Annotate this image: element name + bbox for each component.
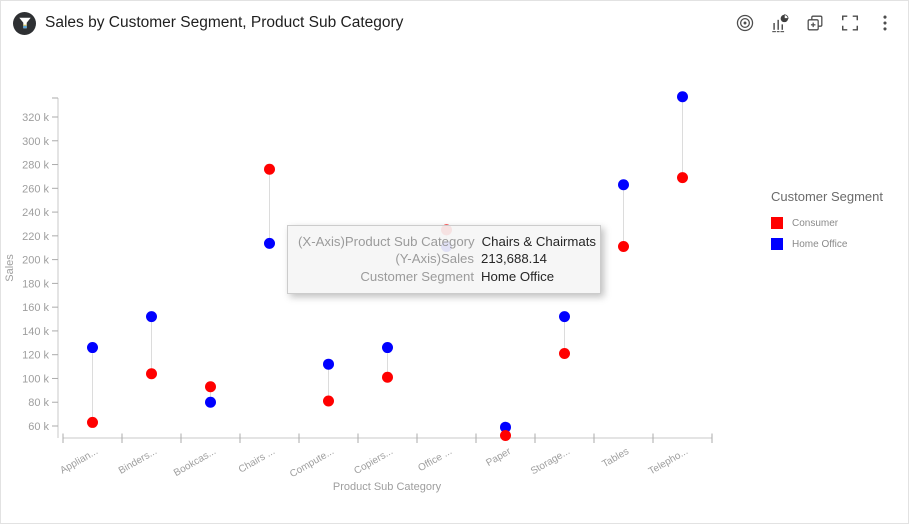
y-axis-title: Sales xyxy=(4,254,16,282)
tooltip-row: (X-Axis)Product Sub Category Chairs & Cha… xyxy=(298,233,596,250)
tooltip-label: (Y-Axis)Sales xyxy=(395,251,474,267)
data-point[interactable] xyxy=(500,430,511,442)
y-tick-label: 60 k xyxy=(28,421,49,433)
y-tick-label: 100 k xyxy=(22,373,49,385)
x-tick-label: Paper xyxy=(484,446,513,469)
toolbar xyxy=(734,12,896,34)
x-tick-label: Applian... xyxy=(58,446,100,476)
x-tick-label: Bookcas... xyxy=(172,446,218,479)
data-point[interactable] xyxy=(677,91,688,103)
y-tick-label: 280 k xyxy=(22,160,49,172)
tooltip-value: Chairs & Chairmats xyxy=(481,234,596,249)
funnel-logo-icon xyxy=(13,11,36,35)
x-tick-label: Copiers... xyxy=(352,446,395,477)
legend-items: Consumer Home Office xyxy=(771,217,883,250)
legend-item[interactable]: Home Office xyxy=(771,238,883,250)
x-tick-label: Telepho... xyxy=(647,446,690,477)
legend-swatch xyxy=(771,217,783,229)
data-point[interactable] xyxy=(264,237,275,249)
y-tick-label: 300 k xyxy=(22,136,49,148)
target-icon[interactable] xyxy=(734,12,756,34)
data-point[interactable] xyxy=(87,342,98,354)
data-point[interactable] xyxy=(382,342,393,354)
data-point[interactable] xyxy=(618,179,629,191)
y-tick-label: 80 k xyxy=(28,397,49,409)
data-point[interactable] xyxy=(205,381,216,393)
tooltip-row: (Y-Axis)Sales 213,688.14 xyxy=(298,250,590,267)
tooltip-value: Home Office xyxy=(481,268,555,284)
kebab-menu-icon[interactable] xyxy=(874,12,896,34)
data-point[interactable] xyxy=(500,421,511,433)
y-tick-label: 160 k xyxy=(22,302,49,314)
data-point[interactable] xyxy=(205,396,216,408)
legend-title: Customer Segment xyxy=(771,189,883,204)
legend-swatch xyxy=(771,238,783,250)
data-point[interactable] xyxy=(323,358,334,370)
y-tick-label: 260 k xyxy=(22,183,49,195)
x-axis-title: Product Sub Category xyxy=(333,481,442,493)
legend-label: Consumer xyxy=(792,217,839,229)
tooltip-label: Customer Segment xyxy=(360,268,474,284)
data-point[interactable] xyxy=(264,163,275,175)
y-tick-label: 120 k xyxy=(22,350,49,362)
legend-label: Home Office xyxy=(792,238,848,250)
x-tick-label: Binders... xyxy=(117,446,159,477)
data-point[interactable] xyxy=(382,371,393,383)
y-tick-label: 220 k xyxy=(22,231,49,243)
duplicate-icon[interactable] xyxy=(804,12,826,34)
y-tick-label: 180 k xyxy=(22,278,49,290)
widget-header: Sales by Customer Segment, Product Sub C… xyxy=(1,1,908,45)
y-tick-label: 200 k xyxy=(22,255,49,267)
tooltip-value: 213,688.14 xyxy=(481,251,548,267)
x-tick-label: Chairs ... xyxy=(237,446,277,476)
x-tick-label: Compute... xyxy=(288,446,336,480)
data-point[interactable] xyxy=(87,416,98,428)
x-tick-label: Storage... xyxy=(529,446,572,477)
data-point[interactable] xyxy=(559,311,570,323)
page-title: Sales by Customer Segment, Product Sub C… xyxy=(45,14,404,31)
chart-type-icon[interactable] xyxy=(769,12,791,34)
y-tick-label: 240 k xyxy=(22,207,49,219)
tooltip: (X-Axis)Product Sub Category Chairs & Cha… xyxy=(287,225,601,294)
data-point[interactable] xyxy=(677,172,688,184)
data-point[interactable] xyxy=(618,241,629,253)
x-tick-label: Tables xyxy=(600,446,631,470)
legend: Customer Segment Consumer Home Office xyxy=(771,189,883,259)
x-tick-label: Office ... xyxy=(416,446,454,474)
tooltip-row: Customer Segment Home Office xyxy=(298,268,590,285)
y-tick-label: 320 k xyxy=(22,112,49,124)
data-point[interactable] xyxy=(323,395,334,407)
fullscreen-icon[interactable] xyxy=(839,12,861,34)
data-point[interactable] xyxy=(146,311,157,323)
tooltip-label: (X-Axis)Product Sub Category xyxy=(298,234,475,249)
legend-item[interactable]: Consumer xyxy=(771,217,883,229)
data-point[interactable] xyxy=(146,368,157,380)
data-point[interactable] xyxy=(559,348,570,360)
y-tick-label: 140 k xyxy=(22,326,49,338)
